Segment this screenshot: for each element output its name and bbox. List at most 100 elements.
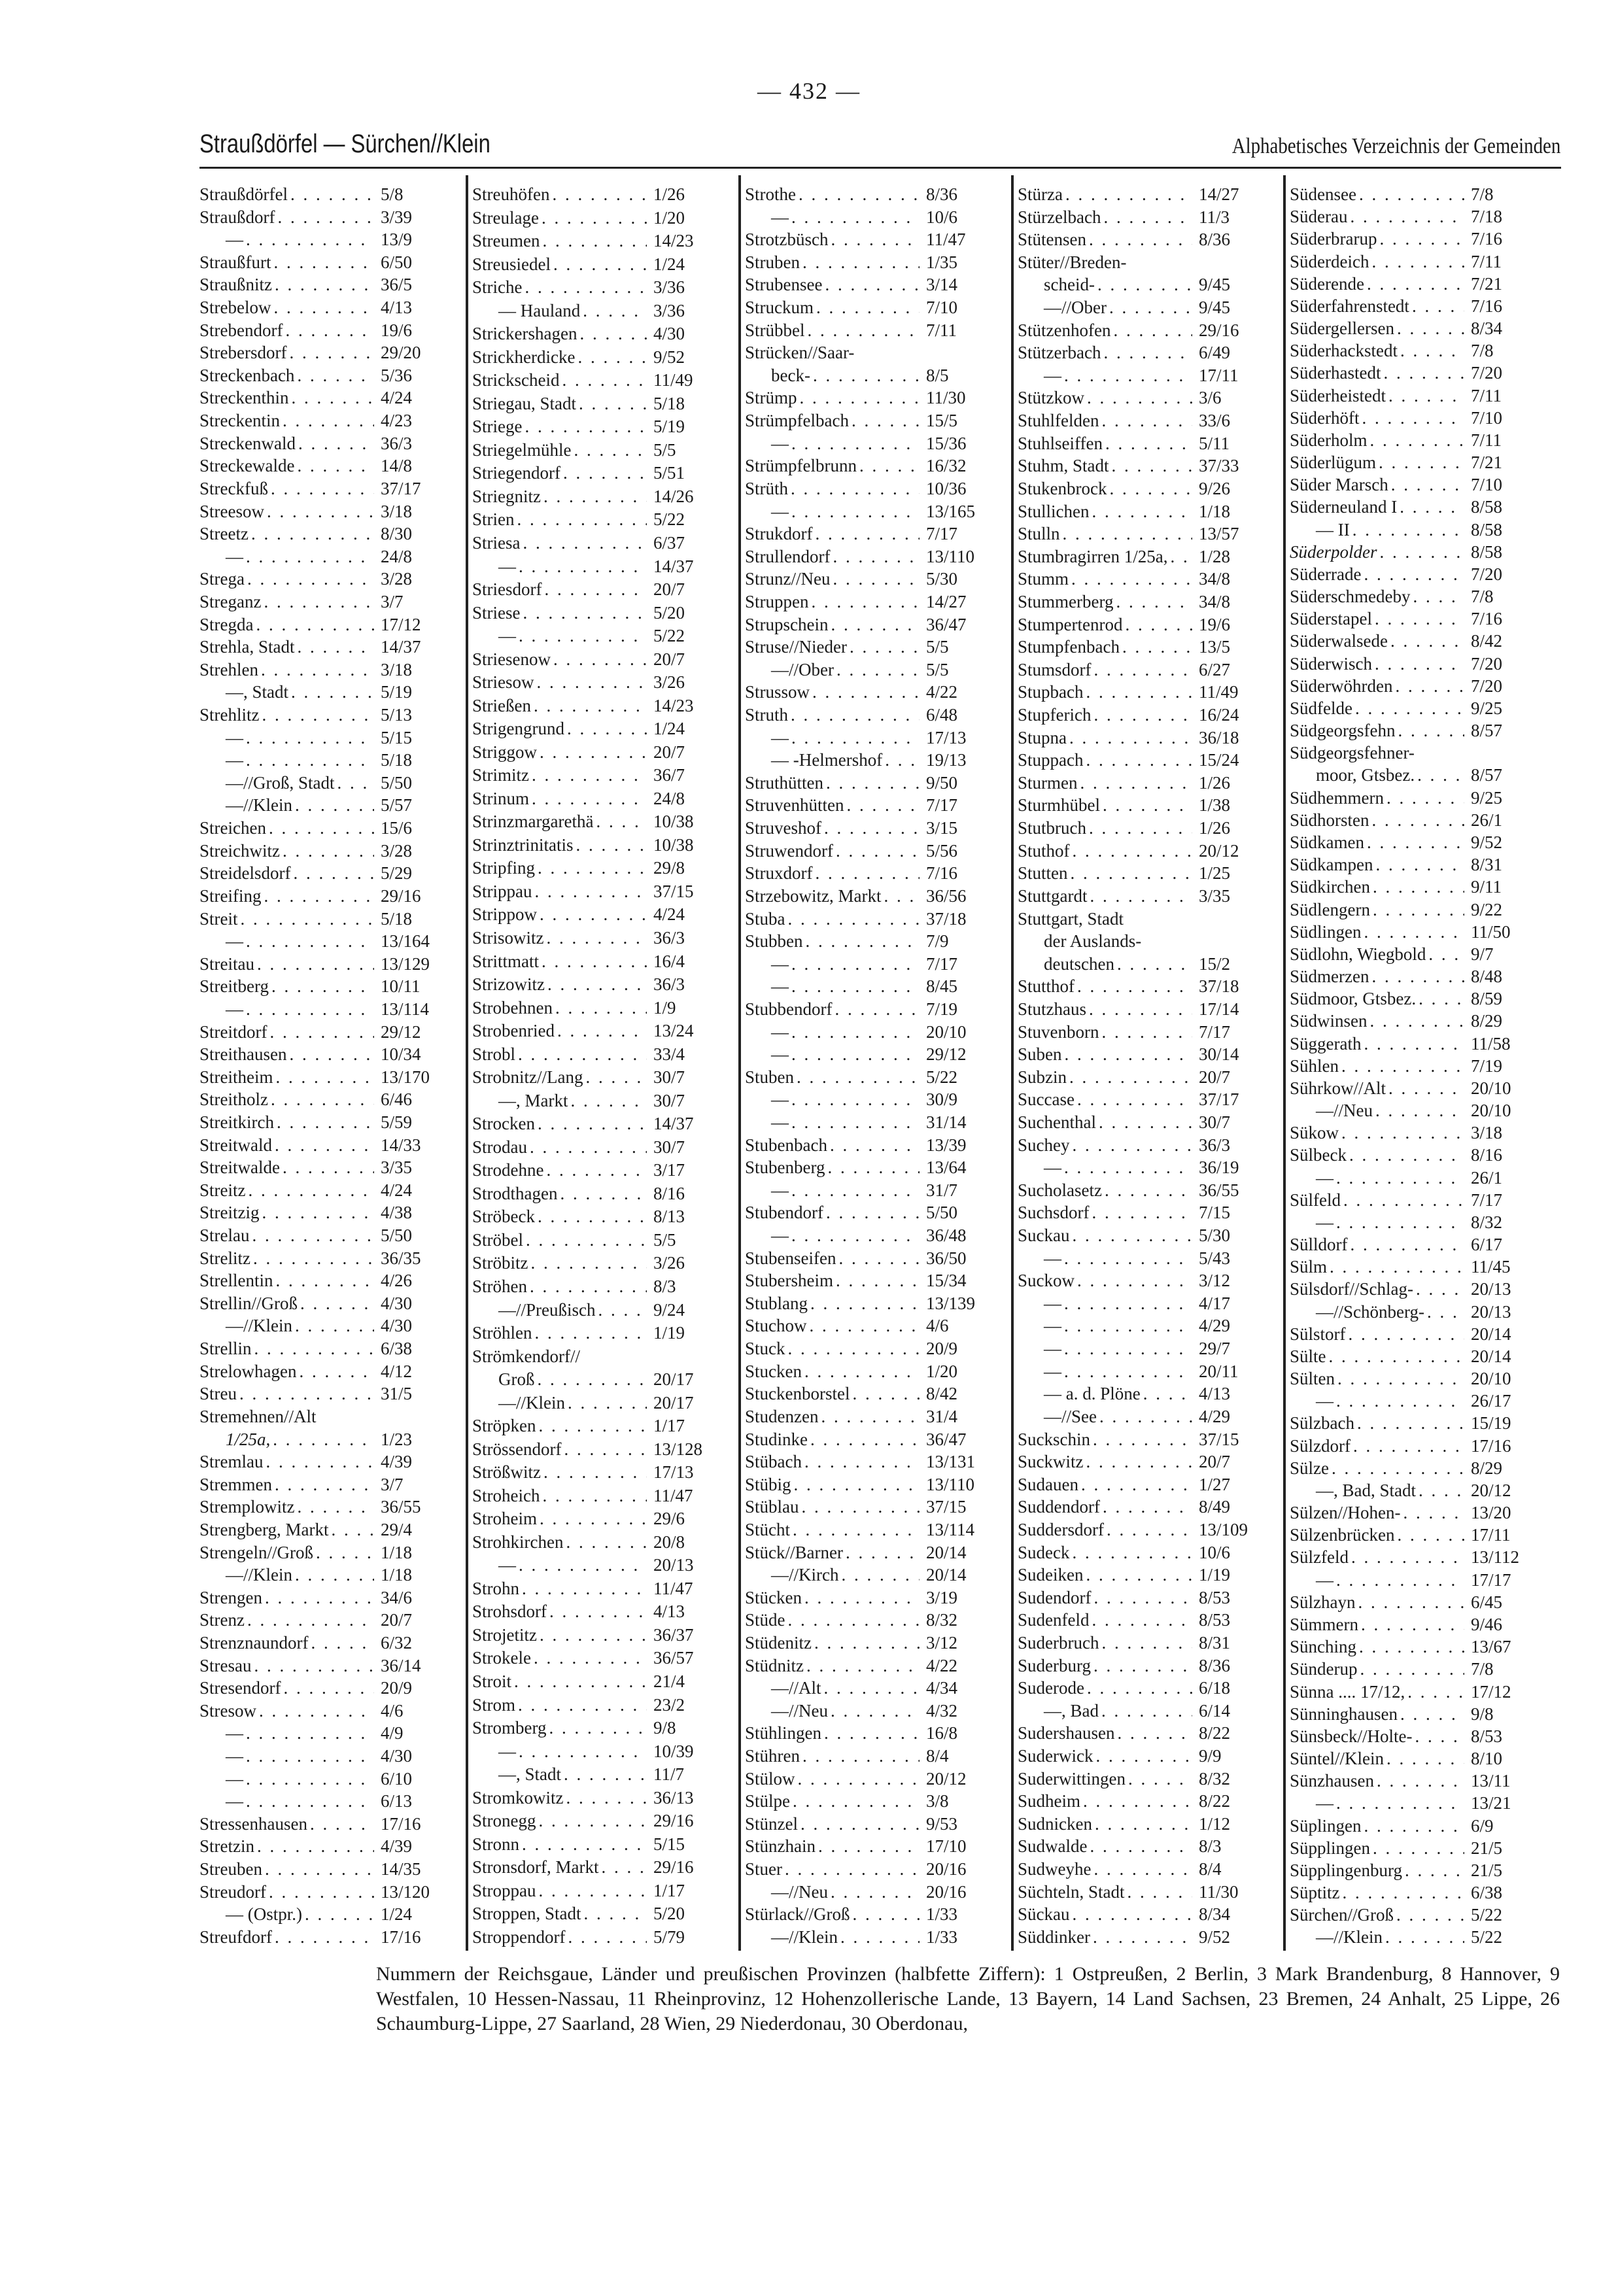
index-entry: — Hauland3/36 xyxy=(472,300,737,323)
entry-continuation: beck-8/5 xyxy=(745,364,1010,387)
place-name: Streifing xyxy=(199,885,262,906)
index-entry: Suckow3/12 xyxy=(1018,1269,1282,1292)
entry-line: —//Klein5/57 xyxy=(199,794,464,817)
dot-leader xyxy=(534,694,647,718)
entry-line: Streit5/18 xyxy=(199,908,464,931)
index-entry: Sülzfeld13/112 xyxy=(1290,1546,1555,1568)
index-entry: Stuer20/16 xyxy=(745,1858,1010,1881)
dot-leader xyxy=(1087,386,1192,409)
entry-line: Strom23/2 xyxy=(472,1694,737,1717)
place-name: Stremlau xyxy=(199,1452,264,1472)
dot-leader xyxy=(1364,921,1464,943)
dot-leader xyxy=(1072,1541,1192,1564)
gau-reference: 13/114 xyxy=(926,1519,974,1539)
index-entry: Sudauen1/27 xyxy=(1018,1473,1282,1496)
entry-line: Stutzhaus17/14 xyxy=(1018,998,1282,1021)
index-entry: —//Klein5/22 xyxy=(1290,1926,1555,1948)
entry-line: Striesenow20/7 xyxy=(472,648,737,672)
entry-line: Struthütten9/50 xyxy=(745,772,1010,795)
dot-leader xyxy=(283,409,374,432)
index-entry: Ströbitz3/26 xyxy=(472,1252,737,1275)
place-name: Streckenbach xyxy=(199,365,295,385)
entry-line: Süder Marsch7/10 xyxy=(1290,473,1555,496)
dot-leader xyxy=(1101,409,1192,432)
entry-line: Stuvenborn7/17 xyxy=(1018,1021,1282,1044)
gau-reference: 4/29 xyxy=(1199,1316,1231,1336)
dot-leader xyxy=(1349,1144,1464,1166)
entry-line: Stregda17/12 xyxy=(199,613,464,636)
index-entry: —10/39 xyxy=(472,1740,737,1764)
dot-leader xyxy=(300,1292,374,1315)
place-name: Süderpolder xyxy=(1290,541,1377,562)
index-entry: Stresau36/14 xyxy=(199,1654,464,1677)
gau-reference: 5/22 xyxy=(1471,1905,1503,1925)
place-name: —//Schönberg- xyxy=(1316,1301,1424,1322)
dot-leader xyxy=(824,817,920,840)
index-entry: Stuvenborn7/17 xyxy=(1018,1021,1282,1044)
gau-reference: 30/7 xyxy=(653,1137,685,1157)
gau-reference: 17/12 xyxy=(1471,1681,1511,1702)
entry-line: Streuben14/35 xyxy=(199,1858,464,1881)
place-name: Sülstorf xyxy=(1290,1324,1346,1344)
gau-reference: 6/18 xyxy=(1199,1678,1231,1698)
gau-reference: 20/10 xyxy=(1471,1101,1511,1121)
dot-leader xyxy=(538,1368,647,1392)
place-name: Strinztrinitatis xyxy=(472,834,574,855)
dot-leader xyxy=(1093,1654,1192,1677)
entry-line: Suddersdorf13/109 xyxy=(1018,1518,1282,1541)
index-entry: Stressenhausen17/16 xyxy=(199,1813,464,1836)
gau-reference: 20/17 xyxy=(653,1392,694,1413)
dot-leader xyxy=(532,764,647,787)
index-entry: Stronsdorf, Markt29/16 xyxy=(472,1856,737,1879)
dot-leader xyxy=(523,602,647,625)
index-entry: Stregda17/12 xyxy=(199,613,464,636)
entry-line: —5/43 xyxy=(1018,1247,1282,1270)
place-name: Stroppau xyxy=(472,1880,536,1900)
dot-leader xyxy=(859,454,920,477)
dot-leader xyxy=(564,1438,647,1462)
gau-reference: 7/20 xyxy=(1471,676,1503,696)
gau-reference: 36/3 xyxy=(381,433,413,453)
index-column-1: Straußdörfel5/8Straußdorf3/39—13/9Strauß… xyxy=(199,183,464,1949)
entry-line: Stretzin4/39 xyxy=(199,1835,464,1858)
gau-reference: 4/13 xyxy=(381,298,413,318)
gau-reference: 3/17 xyxy=(653,1160,685,1180)
dot-leader xyxy=(835,998,920,1021)
index-entry: —//Klein4/30 xyxy=(199,1314,464,1337)
index-entry: Studenzen31/4 xyxy=(745,1405,1010,1428)
place-name: — xyxy=(226,546,243,566)
place-name: Stupna xyxy=(1018,727,1067,747)
dot-leader xyxy=(852,409,920,432)
place-name: Südergellersen xyxy=(1290,318,1394,339)
dot-leader xyxy=(798,1768,920,1791)
gau-reference: 8/58 xyxy=(1471,497,1503,517)
gau-reference: 4/30 xyxy=(381,1293,413,1313)
gau-reference: 15/2 xyxy=(1199,953,1231,974)
place-name: Stummerberg xyxy=(1018,591,1114,611)
place-name: Suchenthal xyxy=(1018,1112,1096,1132)
place-name: — xyxy=(226,230,243,250)
index-entry: Sünninghausen9/8 xyxy=(1290,1703,1555,1725)
place-name: — xyxy=(771,727,789,747)
entry-line: Ströhen8/3 xyxy=(472,1275,737,1299)
place-name: Struse//Nieder xyxy=(745,637,847,657)
dot-leader xyxy=(1093,1926,1192,1949)
dot-leader xyxy=(1103,206,1192,229)
dot-leader xyxy=(1077,1269,1192,1292)
dot-leader xyxy=(1336,1569,1464,1591)
index-entry: Stroheich11/47 xyxy=(472,1484,737,1508)
gau-reference: 26/1 xyxy=(1471,1167,1503,1188)
place-name: Sülzbach xyxy=(1290,1413,1354,1433)
index-entry: —, Stadt5/19 xyxy=(199,681,464,704)
index-entry: Striche3/36 xyxy=(472,276,737,300)
place-name: Strößwitz xyxy=(472,1462,541,1482)
index-entry: Stuckenborstel8/42 xyxy=(745,1382,1010,1405)
gau-reference: 13/114 xyxy=(381,999,429,1019)
place-name: Struthütten xyxy=(745,772,823,793)
gau-reference: 3/36 xyxy=(653,277,685,298)
index-entry: Struxdorf7/16 xyxy=(745,862,1010,885)
dot-leader xyxy=(831,1881,920,1904)
entry-line: Strotzbüsch11/47 xyxy=(745,228,1010,251)
index-entry: Sülzhayn6/45 xyxy=(1290,1591,1555,1613)
gau-reference: 9/52 xyxy=(653,347,685,367)
